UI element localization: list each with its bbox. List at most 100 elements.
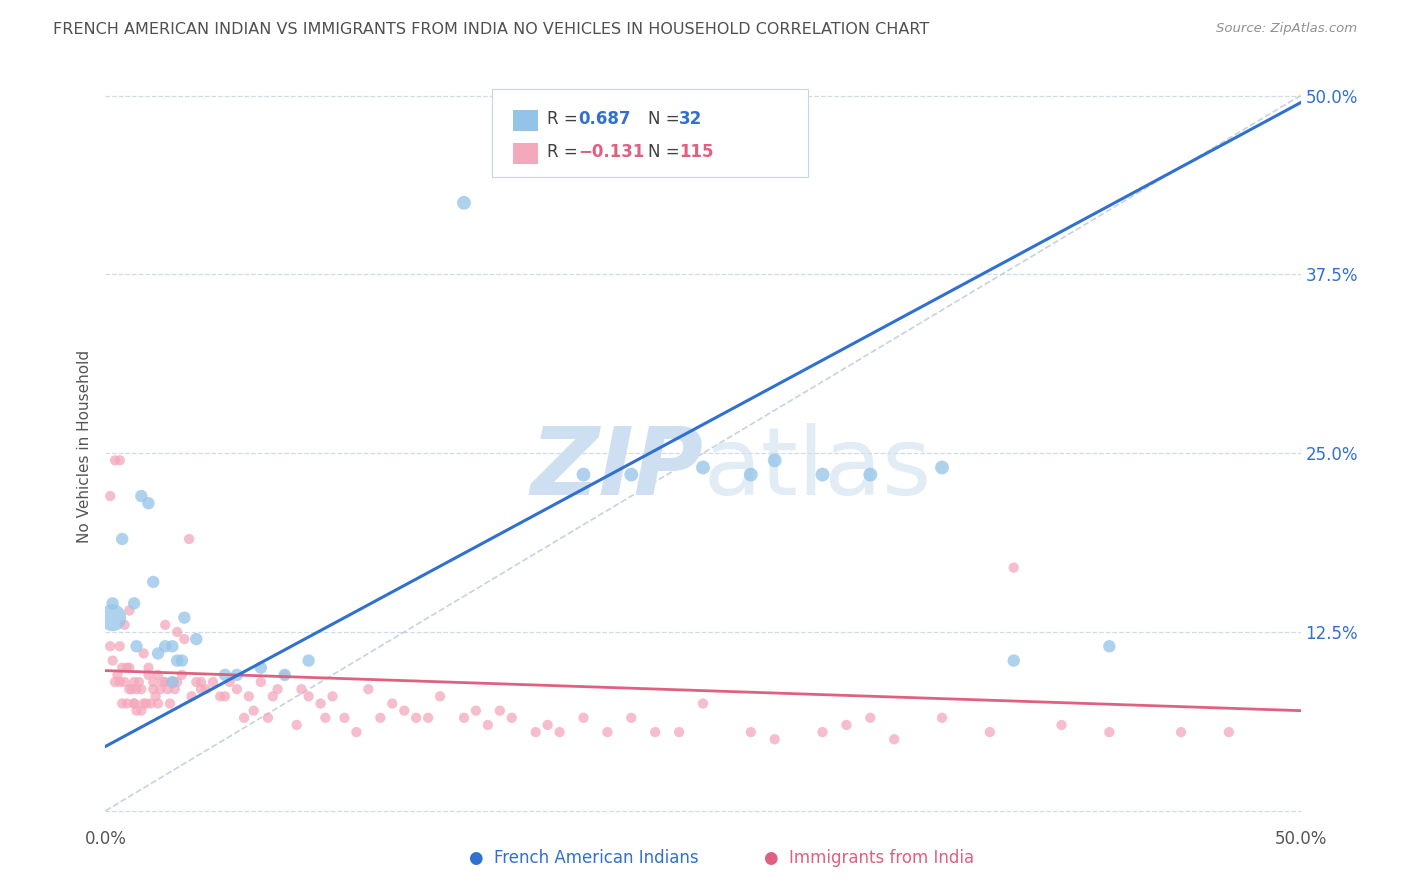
Point [159,697,181,711]
Point [156,682,179,697]
Text: 32: 32 [679,110,703,128]
Point [931,711,953,725]
Point [1218,725,1240,739]
Point [477,718,499,732]
Point [1050,718,1073,732]
Point [118,603,141,617]
Point [740,725,762,739]
Point [122,675,145,690]
Point [692,460,714,475]
Point [115,697,138,711]
Point [368,711,391,725]
Point [146,697,169,711]
Point [166,675,188,690]
Text: Source: ZipAtlas.com: Source: ZipAtlas.com [1216,22,1357,36]
Point [453,711,475,725]
Point [314,711,336,725]
Point [536,718,558,732]
Text: FRENCH AMERICAN INDIAN VS IMMIGRANTS FROM INDIA NO VEHICLES IN HOUSEHOLD CORRELA: FRENCH AMERICAN INDIAN VS IMMIGRANTS FRO… [53,22,929,37]
Point [225,668,249,682]
Point [692,697,714,711]
Point [233,711,256,725]
Point [298,690,321,704]
Text: R =: R = [547,143,583,161]
Point [114,617,136,632]
Point [98,640,121,654]
Point [548,725,571,739]
Point [464,704,488,718]
Point [101,596,124,610]
Point [333,711,356,725]
Point [146,668,169,682]
Text: ●  Immigrants from India: ● Immigrants from India [763,849,974,867]
Point [668,725,690,739]
Point [142,675,165,690]
Point [194,682,217,697]
Point [309,697,332,711]
Point [135,697,157,711]
Point [146,647,169,661]
Point [285,718,308,732]
Point [111,697,134,711]
Point [98,489,121,503]
Point [225,682,249,697]
Point [153,675,177,690]
Point [572,467,595,482]
Point [811,725,834,739]
Point [108,675,131,690]
Point [357,682,380,697]
Point [290,682,312,697]
Point [266,682,288,697]
Point [114,675,136,690]
Point [501,711,523,725]
Point [153,617,177,632]
Point [190,675,212,690]
Point [190,682,212,697]
Point [138,496,160,510]
Point [142,574,165,589]
Point [180,690,202,704]
Point [572,711,595,725]
Point [273,668,295,682]
Point [115,661,138,675]
Text: ZIP: ZIP [530,423,703,515]
Point [122,697,145,711]
Text: 115: 115 [679,143,714,161]
Y-axis label: No Vehicles in Household: No Vehicles in Household [77,350,93,542]
Point [620,467,643,482]
Point [381,697,404,711]
Point [1002,560,1025,574]
Point [138,668,160,682]
Point [122,697,145,711]
Point [418,711,440,725]
Text: ●  French American Indians: ● French American Indians [468,849,699,867]
Point [346,725,368,739]
Point [1098,725,1121,739]
Point [596,725,619,739]
Point [104,453,127,467]
Point [835,718,858,732]
Point [242,704,264,718]
Point [170,668,193,682]
Point [129,489,153,503]
Point [321,690,344,704]
Point [644,725,666,739]
Text: −0.131: −0.131 [578,143,644,161]
Point [453,195,475,210]
Point [931,460,953,475]
Point [202,675,225,690]
Point [859,711,882,725]
Point [125,682,148,697]
Point [118,682,141,697]
Text: R =: R = [547,110,583,128]
Point [250,675,273,690]
Point [125,704,148,718]
Point [250,661,273,675]
Point [489,704,512,718]
Point [740,467,762,482]
Text: atlas: atlas [703,423,931,515]
Point [118,661,141,675]
Text: N =: N = [648,143,685,161]
Text: 0.687: 0.687 [578,110,630,128]
Point [108,640,131,654]
